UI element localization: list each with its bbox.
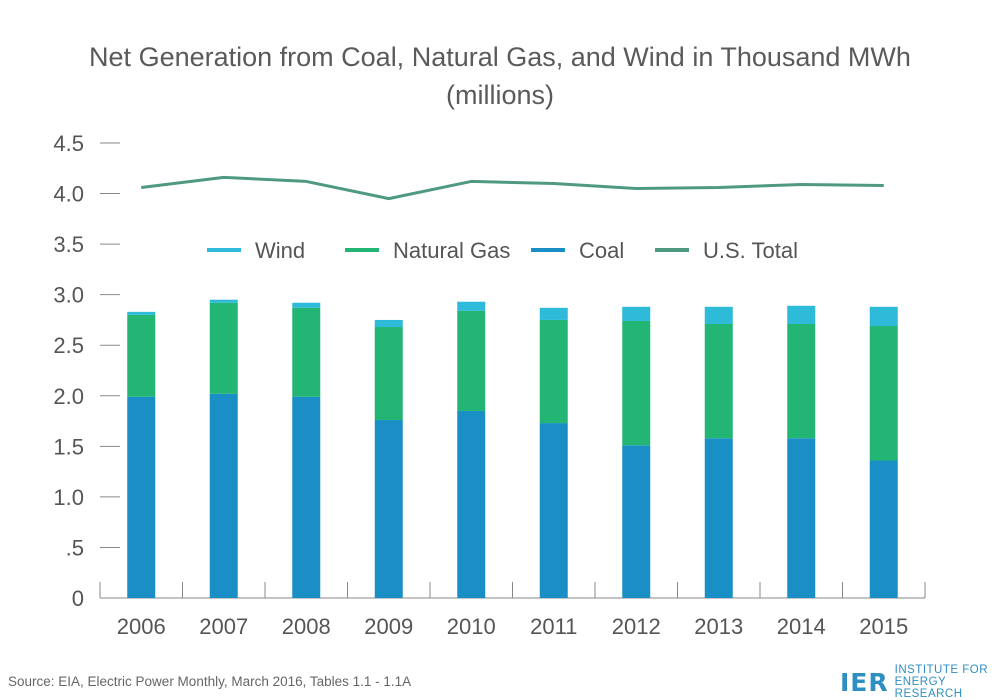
- legend-label: U.S. Total: [703, 238, 798, 263]
- source-note: Source: EIA, Electric Power Monthly, Mar…: [8, 674, 412, 689]
- chart: 0 .5 1.0 1.5 2.0 2.5 3.0 3.5 4.0 4.5 2006 2007 2008 2…: [53, 131, 926, 639]
- bar-natural-gas: [374, 327, 403, 421]
- bar-coal: [622, 445, 651, 598]
- y-tick-label: 2.5: [53, 333, 84, 358]
- y-tick-label: 3.0: [53, 283, 84, 308]
- bar-coal: [869, 460, 898, 598]
- bar-natural-gas: [127, 314, 156, 397]
- x-tick-label: 2006: [117, 614, 166, 639]
- y-tick-label: 2.0: [53, 384, 84, 409]
- bar-coal: [457, 410, 486, 598]
- chart-title: Net Generation from Coal, Natural Gas, a…: [0, 38, 1000, 114]
- bar-natural-gas: [622, 320, 651, 446]
- y-tick-label: 4.5: [53, 131, 84, 156]
- legend-label: Natural Gas: [393, 238, 510, 263]
- bar-coal: [209, 393, 238, 598]
- bar-natural-gas: [704, 323, 733, 439]
- bar-wind: [292, 302, 321, 308]
- bar-wind: [787, 305, 816, 324]
- ier-logo: IER INSTITUTE FOR ENERGY RESEARCH: [840, 664, 1000, 700]
- bar-wind: [869, 306, 898, 327]
- bar-natural-gas: [869, 326, 898, 461]
- bar-wind: [622, 306, 651, 321]
- logo-line-1: INSTITUTE FOR: [894, 664, 989, 676]
- bar-coal: [127, 396, 156, 598]
- bar-wind: [457, 301, 486, 311]
- y-tick-label: 3.5: [53, 232, 84, 257]
- bar-natural-gas: [457, 310, 486, 411]
- x-tick-label: 2014: [777, 614, 826, 639]
- bar-natural-gas: [209, 302, 238, 394]
- y-tick-label: 1.5: [53, 434, 84, 459]
- logo-mark: IER: [840, 667, 889, 697]
- bar-coal: [539, 423, 568, 598]
- x-tick-label: 2015: [859, 614, 908, 639]
- x-tick-label: 2010: [447, 614, 496, 639]
- bar-coal: [704, 438, 733, 598]
- bar-wind: [374, 319, 403, 328]
- y-tick-label: 0: [72, 586, 84, 611]
- x-tick-label: 2013: [694, 614, 743, 639]
- legend-label: Coal: [579, 238, 624, 263]
- y-tick-label: .5: [66, 535, 84, 560]
- bar-wind: [209, 299, 238, 303]
- bar-natural-gas: [539, 319, 568, 424]
- y-tick-label: 4.0: [53, 182, 84, 207]
- bar-natural-gas: [787, 323, 816, 439]
- x-tick-label: 2011: [530, 614, 577, 639]
- bar-natural-gas: [292, 307, 321, 397]
- bar-wind: [539, 307, 568, 320]
- chart-title-text: Net Generation from Coal, Natural Gas, a…: [89, 42, 911, 72]
- chart-subtitle: (millions): [446, 80, 554, 110]
- legend-label: Wind: [255, 238, 305, 263]
- bar-wind: [704, 306, 733, 324]
- bar-coal: [787, 438, 816, 598]
- bar-coal: [374, 420, 403, 598]
- line-u-s-total: [141, 175, 884, 201]
- x-tick-label: 2009: [364, 614, 413, 639]
- bar-wind: [127, 311, 156, 315]
- logo-text: INSTITUTE FOR ENERGY RESEARCH: [895, 664, 1000, 700]
- bar-coal: [292, 396, 321, 598]
- y-tick-label: 1.0: [53, 485, 84, 510]
- x-tick-label: 2007: [199, 614, 248, 639]
- x-tick-label: 2008: [282, 614, 331, 639]
- x-tick-label: 2012: [612, 614, 661, 639]
- logo-line-2: ENERGY RESEARCH: [894, 676, 963, 700]
